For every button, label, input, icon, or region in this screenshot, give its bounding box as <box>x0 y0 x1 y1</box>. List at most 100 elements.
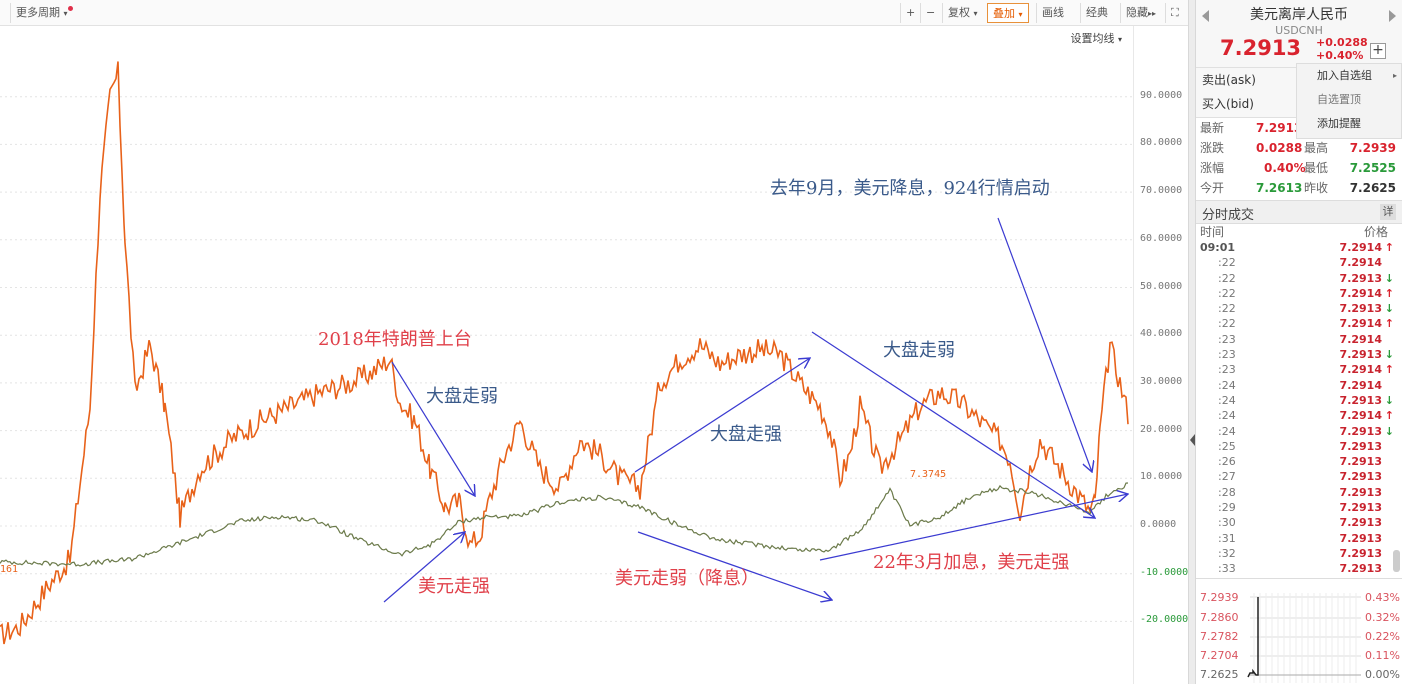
fullscreen-icon: ⛶ <box>1171 6 1179 19</box>
menu-item-pin-top[interactable]: 自选置顶 <box>1317 93 1361 106</box>
annotation-arrow <box>637 531 832 600</box>
zoom-in-button[interactable]: + <box>900 3 920 23</box>
tick-time: :30 <box>1218 516 1236 530</box>
detail-button[interactable]: 详 <box>1380 204 1396 220</box>
tick-time: :27 <box>1218 470 1236 484</box>
mini-left-2: 7.2782 <box>1200 630 1239 643</box>
tick-row: :24 7.2913 ↓ <box>1196 393 1402 408</box>
bid-label: 买入(bid) <box>1202 97 1254 111</box>
tick-time: :24 <box>1218 424 1236 438</box>
tick-row: :29 7.2913 <box>1196 500 1402 515</box>
annotation-arrow <box>391 361 475 496</box>
menu-item-add-group[interactable]: 加入自选组 ▸ <box>1297 64 1401 88</box>
tick-price: 7.2913 <box>1339 455 1382 469</box>
prev-symbol-icon[interactable] <box>1202 10 1209 22</box>
chart-annotation: 大盘走强 <box>710 424 782 445</box>
chart-annotation: 大盘走弱 <box>426 386 498 407</box>
tick-row: :24 7.2914 <box>1196 378 1402 393</box>
tick-price: 7.2913 <box>1339 531 1382 545</box>
arrow-up-icon: ↑ <box>1384 317 1394 331</box>
mini-left-0: 7.2939 <box>1200 591 1239 604</box>
high-value: 7.2939 <box>1349 141 1396 155</box>
context-menu: 加入自选组 ▸ 自选置顶 添加提醒 <box>1296 63 1402 139</box>
fuquan-button[interactable]: 复权 ▾ <box>942 3 983 23</box>
tick-price: 7.2913 <box>1339 562 1382 576</box>
y-tick-label: 30.0000 <box>1140 375 1183 387</box>
arrow-down-icon: ↓ <box>1384 424 1394 438</box>
tick-price: 7.2914 <box>1339 378 1382 392</box>
tick-price: 7.2914 <box>1339 317 1382 331</box>
overlay-label: 叠加 <box>993 7 1015 20</box>
y-tick-label: 70.0000 <box>1140 185 1183 197</box>
add-watchlist-button[interactable]: + <box>1370 43 1386 59</box>
fuquan-label: 复权 <box>948 6 970 19</box>
ask-label: 卖出(ask) <box>1202 73 1256 87</box>
annotation-arrow <box>383 532 465 603</box>
double-chevron-right-icon: ▸▸ <box>1148 9 1157 18</box>
arrow-up-icon: ↑ <box>1384 409 1394 423</box>
chevron-down-icon: ▾ <box>973 9 978 18</box>
ask-bid-box: 卖出(ask) 买入(bid) <box>1196 68 1296 118</box>
zoom-out-button[interactable]: − <box>920 3 940 23</box>
y-tick-label: 20.0000 <box>1140 423 1183 435</box>
col-time: 时间 <box>1200 225 1225 239</box>
tick-price: 7.2913 <box>1339 485 1382 499</box>
y-tick-label: 80.0000 <box>1140 137 1183 149</box>
tick-price: 7.2914 <box>1339 256 1382 270</box>
panel-splitter[interactable] <box>1188 0 1196 684</box>
menu-item-add-alert[interactable]: 添加提醒 <box>1317 117 1361 130</box>
chart-annotation: 去年9月，美元降息，924行情启动 <box>770 178 1050 199</box>
collapse-arrow-icon[interactable] <box>1190 434 1195 446</box>
tick-price: 7.2913 <box>1339 501 1382 515</box>
tick-row: :24 7.2913 ↓ <box>1196 424 1402 439</box>
fullscreen-button[interactable]: ⛶ <box>1165 3 1184 23</box>
chart-annotation: 161 <box>0 564 18 575</box>
annotation-arrow <box>634 358 810 473</box>
overlay-button[interactable]: 叠加 ▾ <box>987 3 1029 23</box>
y-tick-label: 40.0000 <box>1140 328 1183 340</box>
next-symbol-icon[interactable] <box>1389 10 1396 22</box>
ticks-title: 分时成交 <box>1202 208 1255 223</box>
change-value: +0.0288 <box>1316 36 1368 49</box>
mini-left-4: 7.2625 <box>1200 668 1239 681</box>
open-value: 7.2613 <box>1256 181 1303 195</box>
low-value: 7.2525 <box>1349 161 1396 175</box>
ticks-scrollbar[interactable] <box>1393 550 1400 572</box>
tick-row: :25 7.2913 <box>1196 439 1402 454</box>
tick-time: :22 <box>1218 286 1236 300</box>
tick-time: :22 <box>1218 271 1236 285</box>
annotation-arrow <box>811 331 1095 518</box>
tick-time: :24 <box>1218 409 1236 423</box>
tick-time: :22 <box>1218 317 1236 331</box>
tick-row: :23 7.2914 <box>1196 332 1402 347</box>
y-tick-label: -10.0000 <box>1140 566 1189 578</box>
ma-settings-label: 设置均线 <box>1070 32 1115 45</box>
quote-table: 最新 7.2913 涨跌 0.0288 最高 7.2939 涨幅 0.40% 最低 7.252… <box>1196 118 1402 198</box>
annotation-arrow <box>819 494 1128 561</box>
tick-time: :24 <box>1218 393 1236 407</box>
tick-row: :27 7.2913 <box>1196 469 1402 484</box>
tick-row: :26 7.2913 <box>1196 454 1402 469</box>
chevron-down-icon: ▾ <box>1117 35 1122 44</box>
ma-settings-button[interactable]: 设置均线 ▾ <box>1070 30 1122 46</box>
prev-close-label: 昨收 <box>1304 181 1329 195</box>
notification-dot-icon <box>67 6 73 11</box>
y-tick-label: 10.0000 <box>1140 471 1183 483</box>
classic-button[interactable]: 经典 <box>1080 3 1113 23</box>
tick-price: 7.2913 <box>1339 516 1382 530</box>
hide-button[interactable]: 隐藏▸▸ <box>1120 3 1161 23</box>
y-axis: 90.0000 80.0000 70.0000 60.0000 50.0000 40.00… <box>1133 26 1188 684</box>
mini-right-0: 0.43% <box>1365 591 1400 604</box>
tick-price: 7.2914 <box>1339 363 1382 377</box>
draw-line-button[interactable]: 画线 <box>1036 3 1069 23</box>
mini-right-1: 0.32% <box>1365 611 1400 624</box>
tick-time: :23 <box>1218 332 1236 346</box>
tick-time: :28 <box>1218 485 1236 499</box>
plus-icon: + <box>1372 42 1384 58</box>
change-val: 0.0288 <box>1256 141 1303 155</box>
more-periods-button[interactable]: 更多周期 ▾ <box>10 3 78 23</box>
symbol-name: 美元离岸人民币 <box>1250 7 1348 23</box>
arrow-down-icon: ↓ <box>1384 271 1394 285</box>
ticks-list[interactable]: 时间 价格 09:01 7.2914 ↑:22 7.2914:22 7.2913 ↓:22 7… <box>1196 224 1402 576</box>
